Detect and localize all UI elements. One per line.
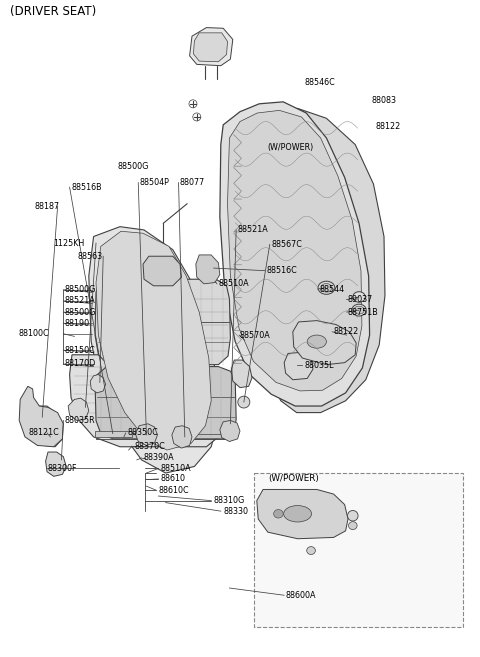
Polygon shape — [284, 352, 313, 380]
Text: 88521A: 88521A — [65, 296, 96, 306]
Text: 88510A: 88510A — [161, 464, 192, 473]
Ellipse shape — [284, 506, 312, 522]
Text: 88300F: 88300F — [48, 464, 77, 473]
Text: 88330: 88330 — [223, 507, 248, 516]
Text: 88310G: 88310G — [214, 496, 245, 505]
Polygon shape — [89, 227, 218, 473]
Text: (W/POWER): (W/POWER) — [268, 143, 314, 152]
Text: 88150C: 88150C — [65, 346, 96, 355]
Text: 88546C: 88546C — [305, 78, 336, 87]
Text: 88122: 88122 — [375, 122, 401, 131]
Polygon shape — [193, 33, 228, 62]
Polygon shape — [96, 231, 211, 450]
Polygon shape — [95, 279, 230, 365]
Polygon shape — [70, 355, 223, 447]
Text: 88100C: 88100C — [18, 329, 49, 338]
Text: 88122: 88122 — [334, 327, 359, 336]
Text: 88035R: 88035R — [65, 416, 96, 425]
Text: 88370C: 88370C — [134, 442, 165, 451]
Text: 88187: 88187 — [35, 202, 60, 211]
Ellipse shape — [353, 292, 365, 302]
Text: 88516C: 88516C — [266, 266, 297, 275]
Text: 88500G: 88500G — [65, 285, 96, 294]
Ellipse shape — [274, 510, 283, 518]
Ellipse shape — [238, 396, 250, 408]
Text: 88350C: 88350C — [127, 428, 158, 438]
Ellipse shape — [321, 284, 332, 292]
Text: 88504P: 88504P — [139, 178, 169, 187]
Text: 88500G: 88500G — [118, 162, 149, 171]
Text: 88610C: 88610C — [158, 486, 189, 495]
Text: 88077: 88077 — [180, 178, 205, 187]
Text: 88563: 88563 — [78, 252, 103, 261]
Text: (DRIVER SEAT): (DRIVER SEAT) — [10, 5, 96, 18]
Polygon shape — [68, 398, 89, 420]
Ellipse shape — [307, 335, 326, 348]
Ellipse shape — [354, 306, 364, 314]
Polygon shape — [265, 108, 385, 413]
Polygon shape — [95, 431, 132, 437]
FancyBboxPatch shape — [254, 473, 463, 627]
Text: 88170D: 88170D — [65, 359, 96, 369]
Text: 88390A: 88390A — [144, 453, 175, 463]
Polygon shape — [19, 386, 63, 447]
Polygon shape — [257, 489, 348, 539]
Polygon shape — [95, 367, 236, 439]
Ellipse shape — [348, 510, 358, 521]
Polygon shape — [143, 256, 181, 286]
Text: 88600A: 88600A — [286, 591, 316, 600]
Text: 88190: 88190 — [65, 319, 90, 328]
Polygon shape — [293, 321, 356, 365]
Text: 88500G: 88500G — [65, 307, 96, 317]
Polygon shape — [46, 452, 66, 476]
Text: 88083: 88083 — [372, 96, 397, 105]
Polygon shape — [190, 28, 233, 66]
Polygon shape — [196, 255, 220, 284]
Polygon shape — [220, 102, 370, 406]
Ellipse shape — [318, 281, 335, 294]
Ellipse shape — [348, 522, 357, 530]
Polygon shape — [220, 420, 240, 442]
Text: 88544: 88544 — [319, 284, 344, 294]
Polygon shape — [90, 374, 106, 393]
Text: 88521A: 88521A — [238, 225, 268, 235]
Polygon shape — [231, 360, 252, 388]
Ellipse shape — [307, 547, 315, 555]
Text: 88751B: 88751B — [348, 307, 379, 317]
Text: 88567C: 88567C — [271, 240, 302, 249]
Polygon shape — [135, 424, 157, 445]
Text: 88516B: 88516B — [71, 183, 102, 192]
Text: 89037: 89037 — [348, 295, 373, 304]
Polygon shape — [228, 110, 362, 391]
Text: 88035L: 88035L — [305, 361, 334, 370]
Text: (W/POWER): (W/POWER) — [268, 474, 319, 483]
Text: 88610: 88610 — [161, 474, 186, 484]
Text: 88121C: 88121C — [29, 428, 60, 438]
Polygon shape — [172, 426, 192, 448]
Polygon shape — [35, 406, 62, 447]
Text: 88510A: 88510A — [218, 279, 249, 288]
Text: 1125KH: 1125KH — [53, 238, 84, 248]
Ellipse shape — [352, 304, 366, 316]
Text: 88570A: 88570A — [240, 330, 271, 340]
